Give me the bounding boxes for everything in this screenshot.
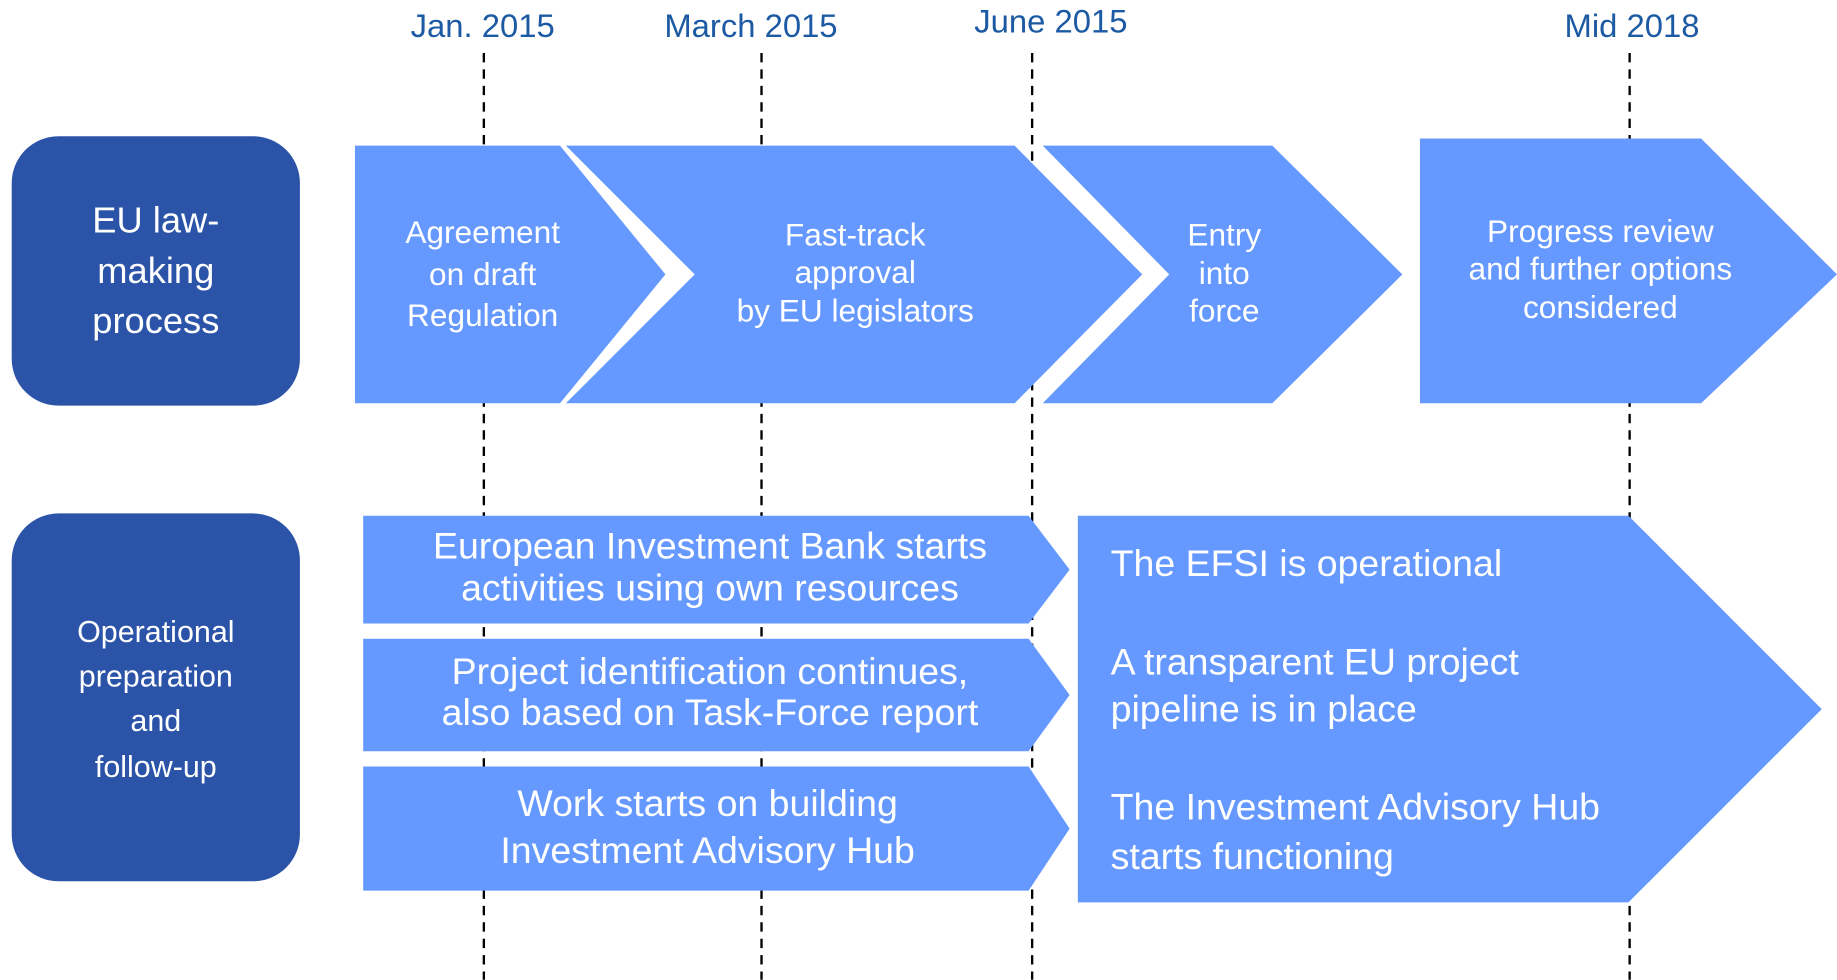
result-text: The Investment Advisory Hub [1111,786,1600,828]
lane-label: preparation [79,660,233,694]
lane-label: Operational [77,615,234,649]
lane-label: process [92,300,219,341]
date-label: March 2015 [664,7,837,44]
lane-label: EU law- [92,199,219,240]
step-arrow [1419,138,1837,404]
result-text: pipeline is in place [1111,687,1417,729]
step-text: force [1189,292,1259,328]
step-text: Fast-track [785,216,926,252]
date-label: Jan. 2015 [411,7,555,44]
result-text: starts functioning [1111,835,1394,877]
step-text: considered [1523,289,1678,325]
activity-text: also based on Task-Force report [442,691,979,733]
lane-box [11,136,300,406]
step-text: and further options [1468,250,1732,286]
step-text: approval [795,254,916,290]
step-text: by EU legislators [737,292,974,328]
result-text: The EFSI is operational [1111,542,1503,584]
step-text: into [1199,255,1250,291]
activity-text: Investment Advisory Hub [500,829,914,871]
step-arrow [354,145,666,404]
lane-label: making [97,250,214,291]
date-label: June 2015 [974,2,1127,39]
activity-text: Work starts on building [517,782,897,824]
step-text: Entry [1187,216,1261,252]
step-text: Agreement [405,214,560,250]
date-label: Mid 2018 [1565,7,1700,44]
step-text: on draft [429,256,536,292]
activity-text: Project identification continues, [452,650,969,692]
lane-label: and [130,704,181,738]
result-arrow [1077,515,1822,903]
lane-box [11,513,300,882]
activity-arrow [363,638,1070,752]
activity-text: activities using own resources [461,567,959,609]
activity-arrow [363,766,1070,891]
step-arrow [565,145,1143,404]
step-text: Progress review [1487,213,1714,249]
activity-text: European Investment Bank starts [433,524,987,566]
step-text: Regulation [407,297,558,333]
lane-label: follow-up [95,750,217,784]
step-arrow [1042,145,1403,404]
activity-arrow [363,515,1070,624]
result-text: A transparent EU project [1111,640,1520,682]
